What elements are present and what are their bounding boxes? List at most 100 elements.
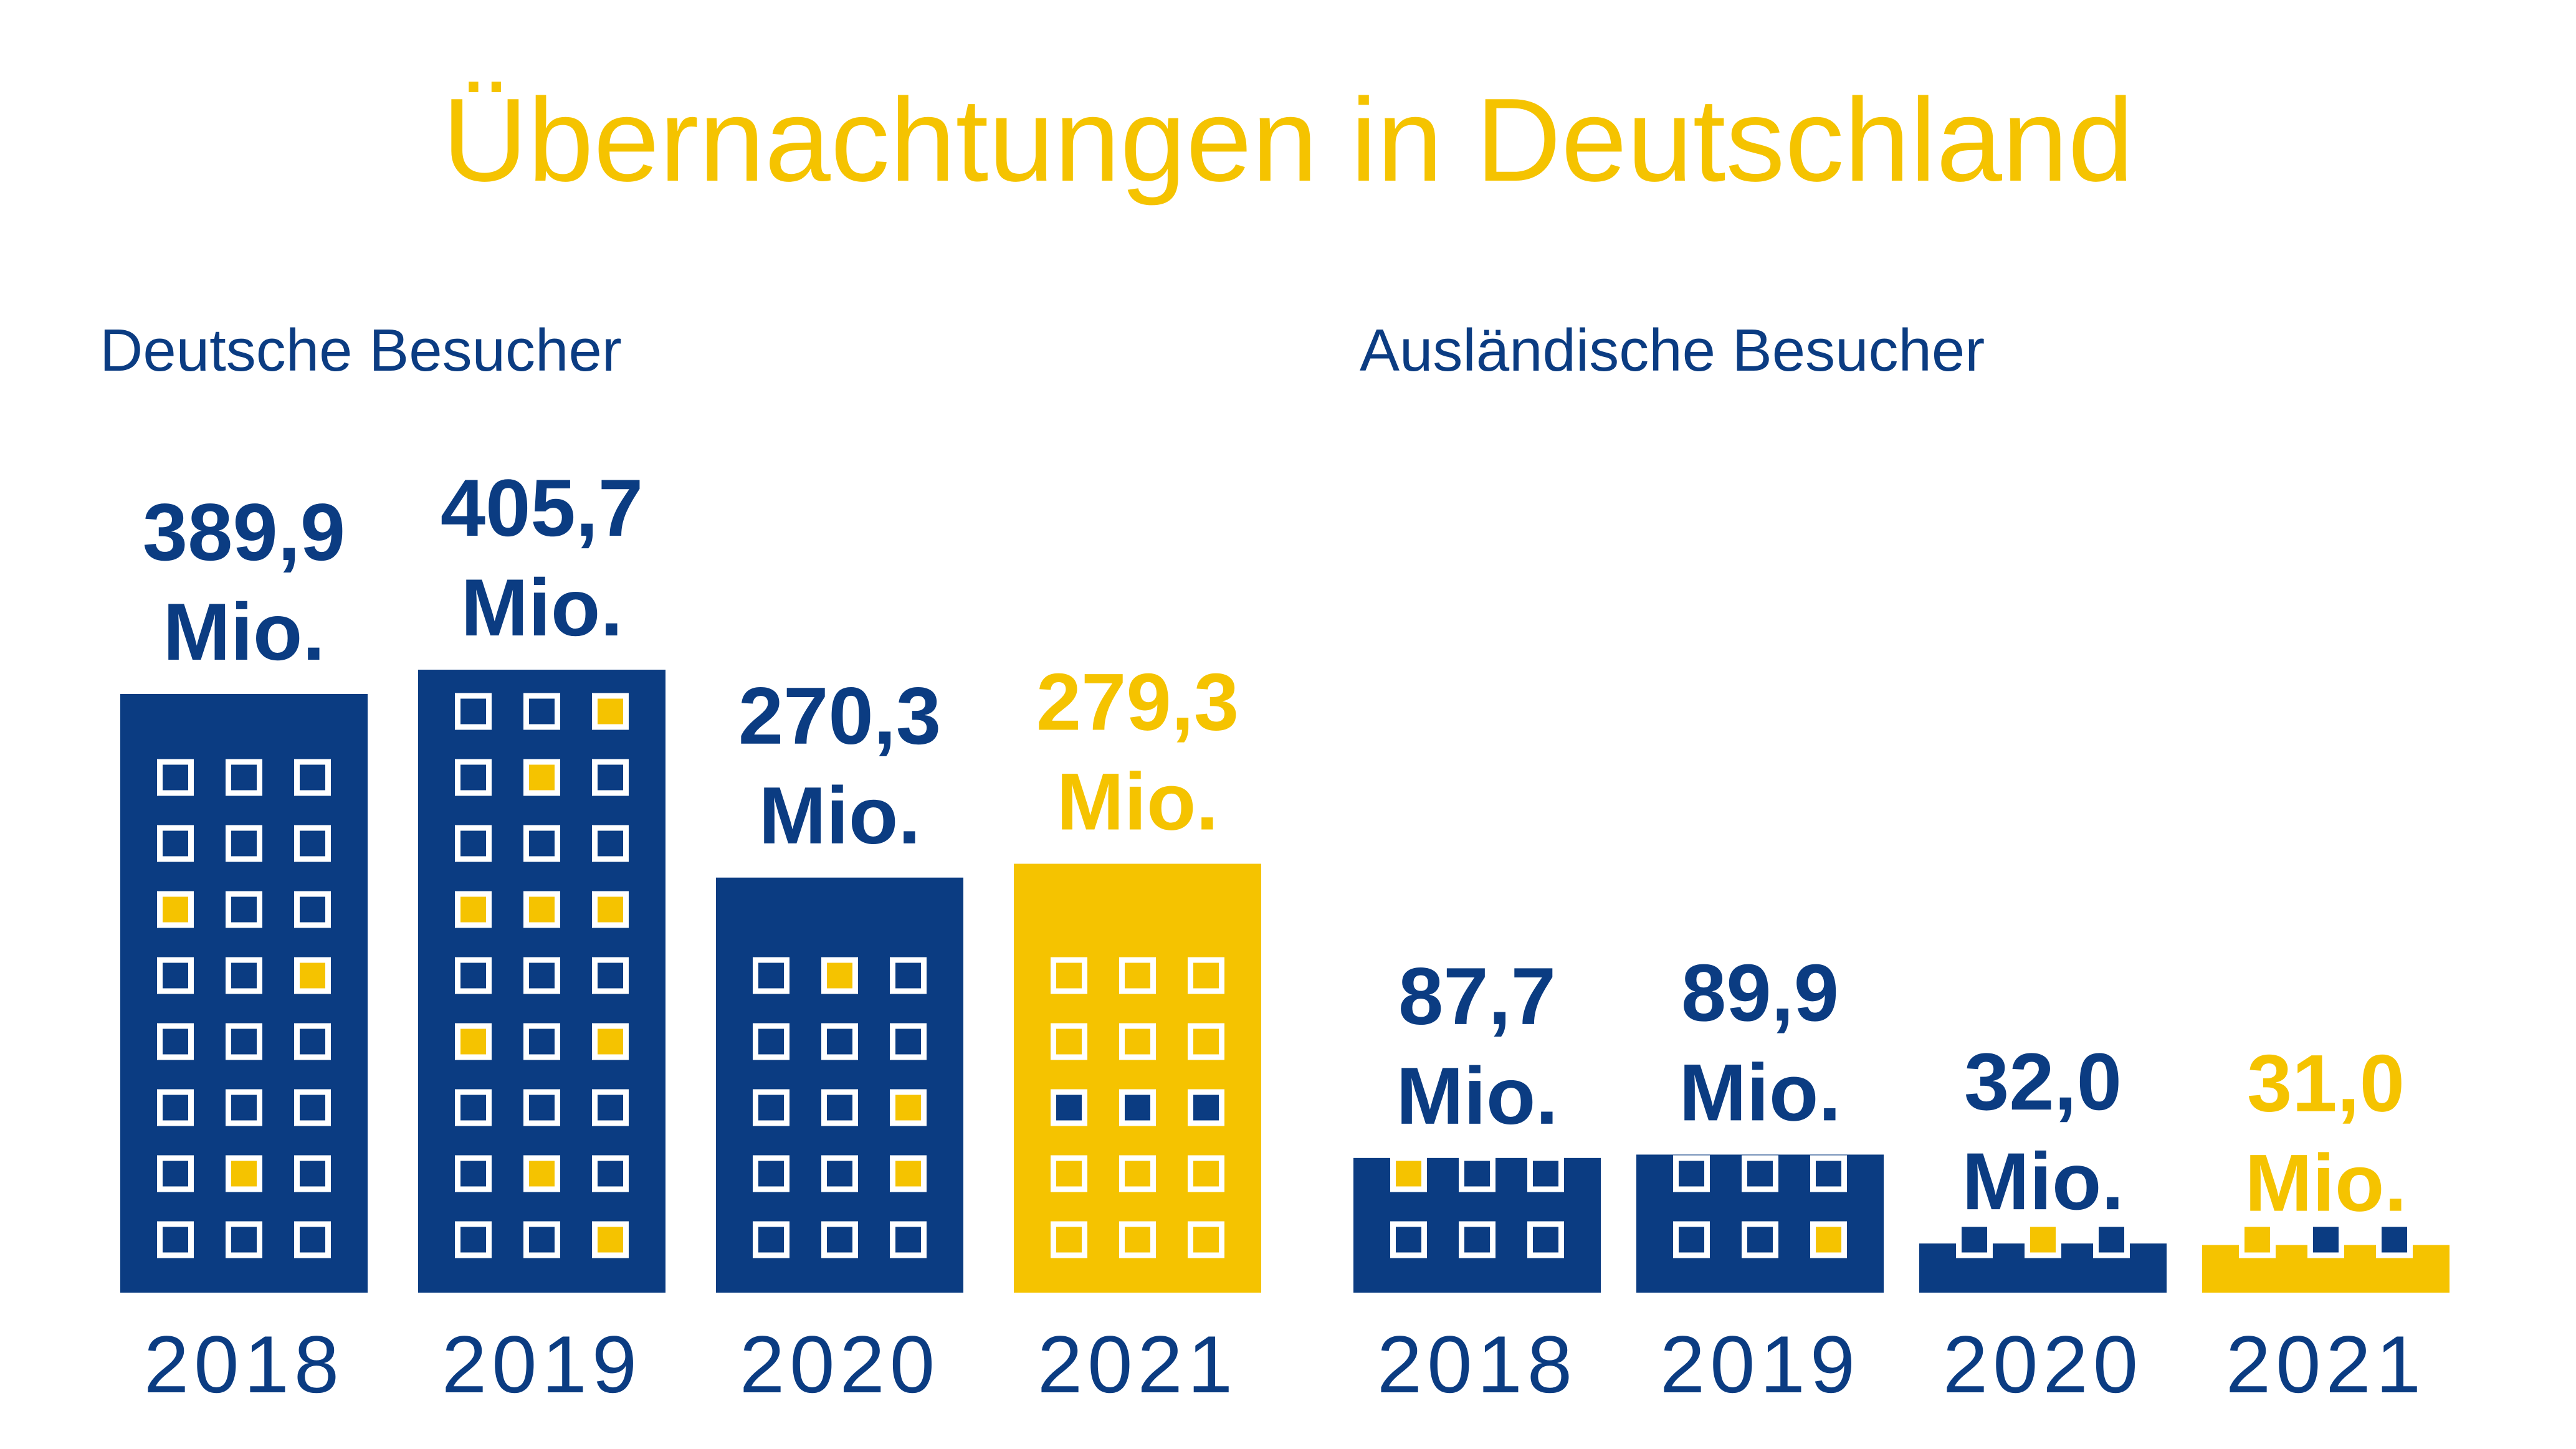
year-tick-label: 2021	[1038, 1319, 1238, 1410]
window-icon	[1390, 1155, 1427, 1192]
window-icon	[157, 1023, 194, 1060]
value-label-number: 32,0	[1964, 1036, 2122, 1127]
panel-title-auslaendische: Ausländische Besucher	[1360, 317, 1985, 384]
window-icon	[455, 1023, 492, 1060]
window-icon	[455, 693, 492, 730]
value-label-unit: Mio.	[759, 770, 921, 861]
window-icon	[157, 1221, 194, 1258]
window-icon	[753, 1023, 789, 1060]
window-icon	[157, 825, 194, 862]
window-icon	[1390, 1221, 1427, 1258]
window-icon	[1527, 1221, 1564, 1258]
chart-title: Übernachtungen in Deutschland	[442, 74, 2134, 206]
value-label-unit: Mio.	[1057, 756, 1219, 847]
window-icon	[455, 1221, 492, 1258]
bar-0-2021	[1014, 863, 1261, 1293]
window-icon	[294, 1023, 331, 1060]
window-icon	[2093, 1221, 2130, 1258]
bars-layer: 389,9Mio.2018405,7Mio.2019270,3Mio.20202…	[120, 462, 2450, 1410]
window-icon	[1459, 1155, 1496, 1192]
window-icon	[890, 1221, 927, 1258]
window-icon	[753, 957, 789, 994]
window-icon	[455, 825, 492, 862]
window-icon	[455, 957, 492, 994]
window-icon	[226, 957, 262, 994]
window-icon	[753, 1155, 789, 1192]
window-icon	[1527, 1155, 1564, 1192]
window-icon	[1742, 1155, 1778, 1192]
window-icon	[1188, 1155, 1224, 1192]
window-icon	[821, 1023, 858, 1060]
value-label-number: 279,3	[1036, 657, 1239, 748]
window-icon	[523, 1023, 560, 1060]
window-icon	[455, 1155, 492, 1192]
value-label-unit: Mio.	[1396, 1050, 1558, 1141]
window-icon	[753, 1221, 789, 1258]
window-icon	[890, 1023, 927, 1060]
window-icon	[821, 1221, 858, 1258]
window-icon	[592, 693, 629, 730]
window-icon	[523, 759, 560, 796]
window-icon	[592, 759, 629, 796]
window-icon	[294, 1221, 331, 1258]
window-icon	[1119, 957, 1156, 994]
window-icon	[455, 1089, 492, 1126]
window-icon	[592, 1221, 629, 1258]
window-icon	[226, 891, 262, 928]
window-icon	[592, 825, 629, 862]
window-icon	[2376, 1221, 2413, 1258]
window-icon	[226, 1023, 262, 1060]
window-icon	[294, 1089, 331, 1126]
value-label-number: 270,3	[738, 670, 941, 761]
window-icon	[1188, 1023, 1224, 1060]
window-icon	[592, 1023, 629, 1060]
window-icon	[523, 693, 560, 730]
window-icon	[1051, 957, 1087, 994]
window-icon	[1119, 1023, 1156, 1060]
window-icon	[821, 1089, 858, 1126]
window-icon	[157, 1155, 194, 1192]
window-icon	[523, 957, 560, 994]
window-icon	[2307, 1221, 2344, 1258]
value-label-number: 405,7	[441, 462, 643, 553]
window-icon	[821, 1155, 858, 1192]
window-icon	[1673, 1221, 1710, 1258]
window-icon	[226, 1221, 262, 1258]
window-icon	[1673, 1155, 1710, 1192]
window-icon	[1188, 1221, 1224, 1258]
window-icon	[226, 759, 262, 796]
window-icon	[226, 1089, 262, 1126]
window-icon	[523, 825, 560, 862]
year-tick-label: 2018	[1377, 1319, 1577, 1410]
window-icon	[1051, 1023, 1087, 1060]
window-icon	[157, 891, 194, 928]
window-icon	[1051, 1155, 1087, 1192]
year-tick-label: 2019	[1660, 1319, 1860, 1410]
window-icon	[2025, 1221, 2061, 1258]
window-icon	[592, 957, 629, 994]
window-icon	[294, 1155, 331, 1192]
value-label-unit: Mio.	[163, 586, 325, 677]
window-icon	[455, 759, 492, 796]
year-tick-label: 2020	[1943, 1319, 2143, 1410]
window-icon	[226, 825, 262, 862]
window-icon	[1188, 1089, 1224, 1126]
window-icon	[890, 957, 927, 994]
value-label-unit: Mio.	[1679, 1047, 1841, 1138]
window-icon	[890, 1089, 927, 1126]
window-icon	[821, 957, 858, 994]
value-label-number: 389,9	[143, 487, 345, 577]
window-icon	[523, 891, 560, 928]
window-icon	[294, 957, 331, 994]
window-icon	[294, 891, 331, 928]
window-icon	[1051, 1221, 1087, 1258]
window-icon	[1810, 1221, 1847, 1258]
window-icon	[294, 759, 331, 796]
window-icon	[753, 1089, 789, 1126]
window-icon	[523, 1089, 560, 1126]
window-icon	[455, 891, 492, 928]
window-icon	[1051, 1089, 1087, 1126]
year-tick-label: 2019	[442, 1319, 642, 1410]
window-icon	[1956, 1221, 1993, 1258]
